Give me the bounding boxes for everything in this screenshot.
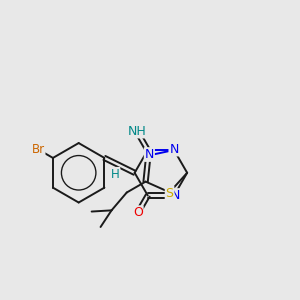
Text: N: N xyxy=(169,142,179,156)
Text: Br: Br xyxy=(32,143,45,156)
Text: N: N xyxy=(145,148,154,161)
Text: NH: NH xyxy=(128,124,147,137)
Text: O: O xyxy=(133,206,143,219)
Text: H: H xyxy=(111,168,119,181)
Text: N: N xyxy=(170,189,180,202)
Text: S: S xyxy=(166,187,174,200)
